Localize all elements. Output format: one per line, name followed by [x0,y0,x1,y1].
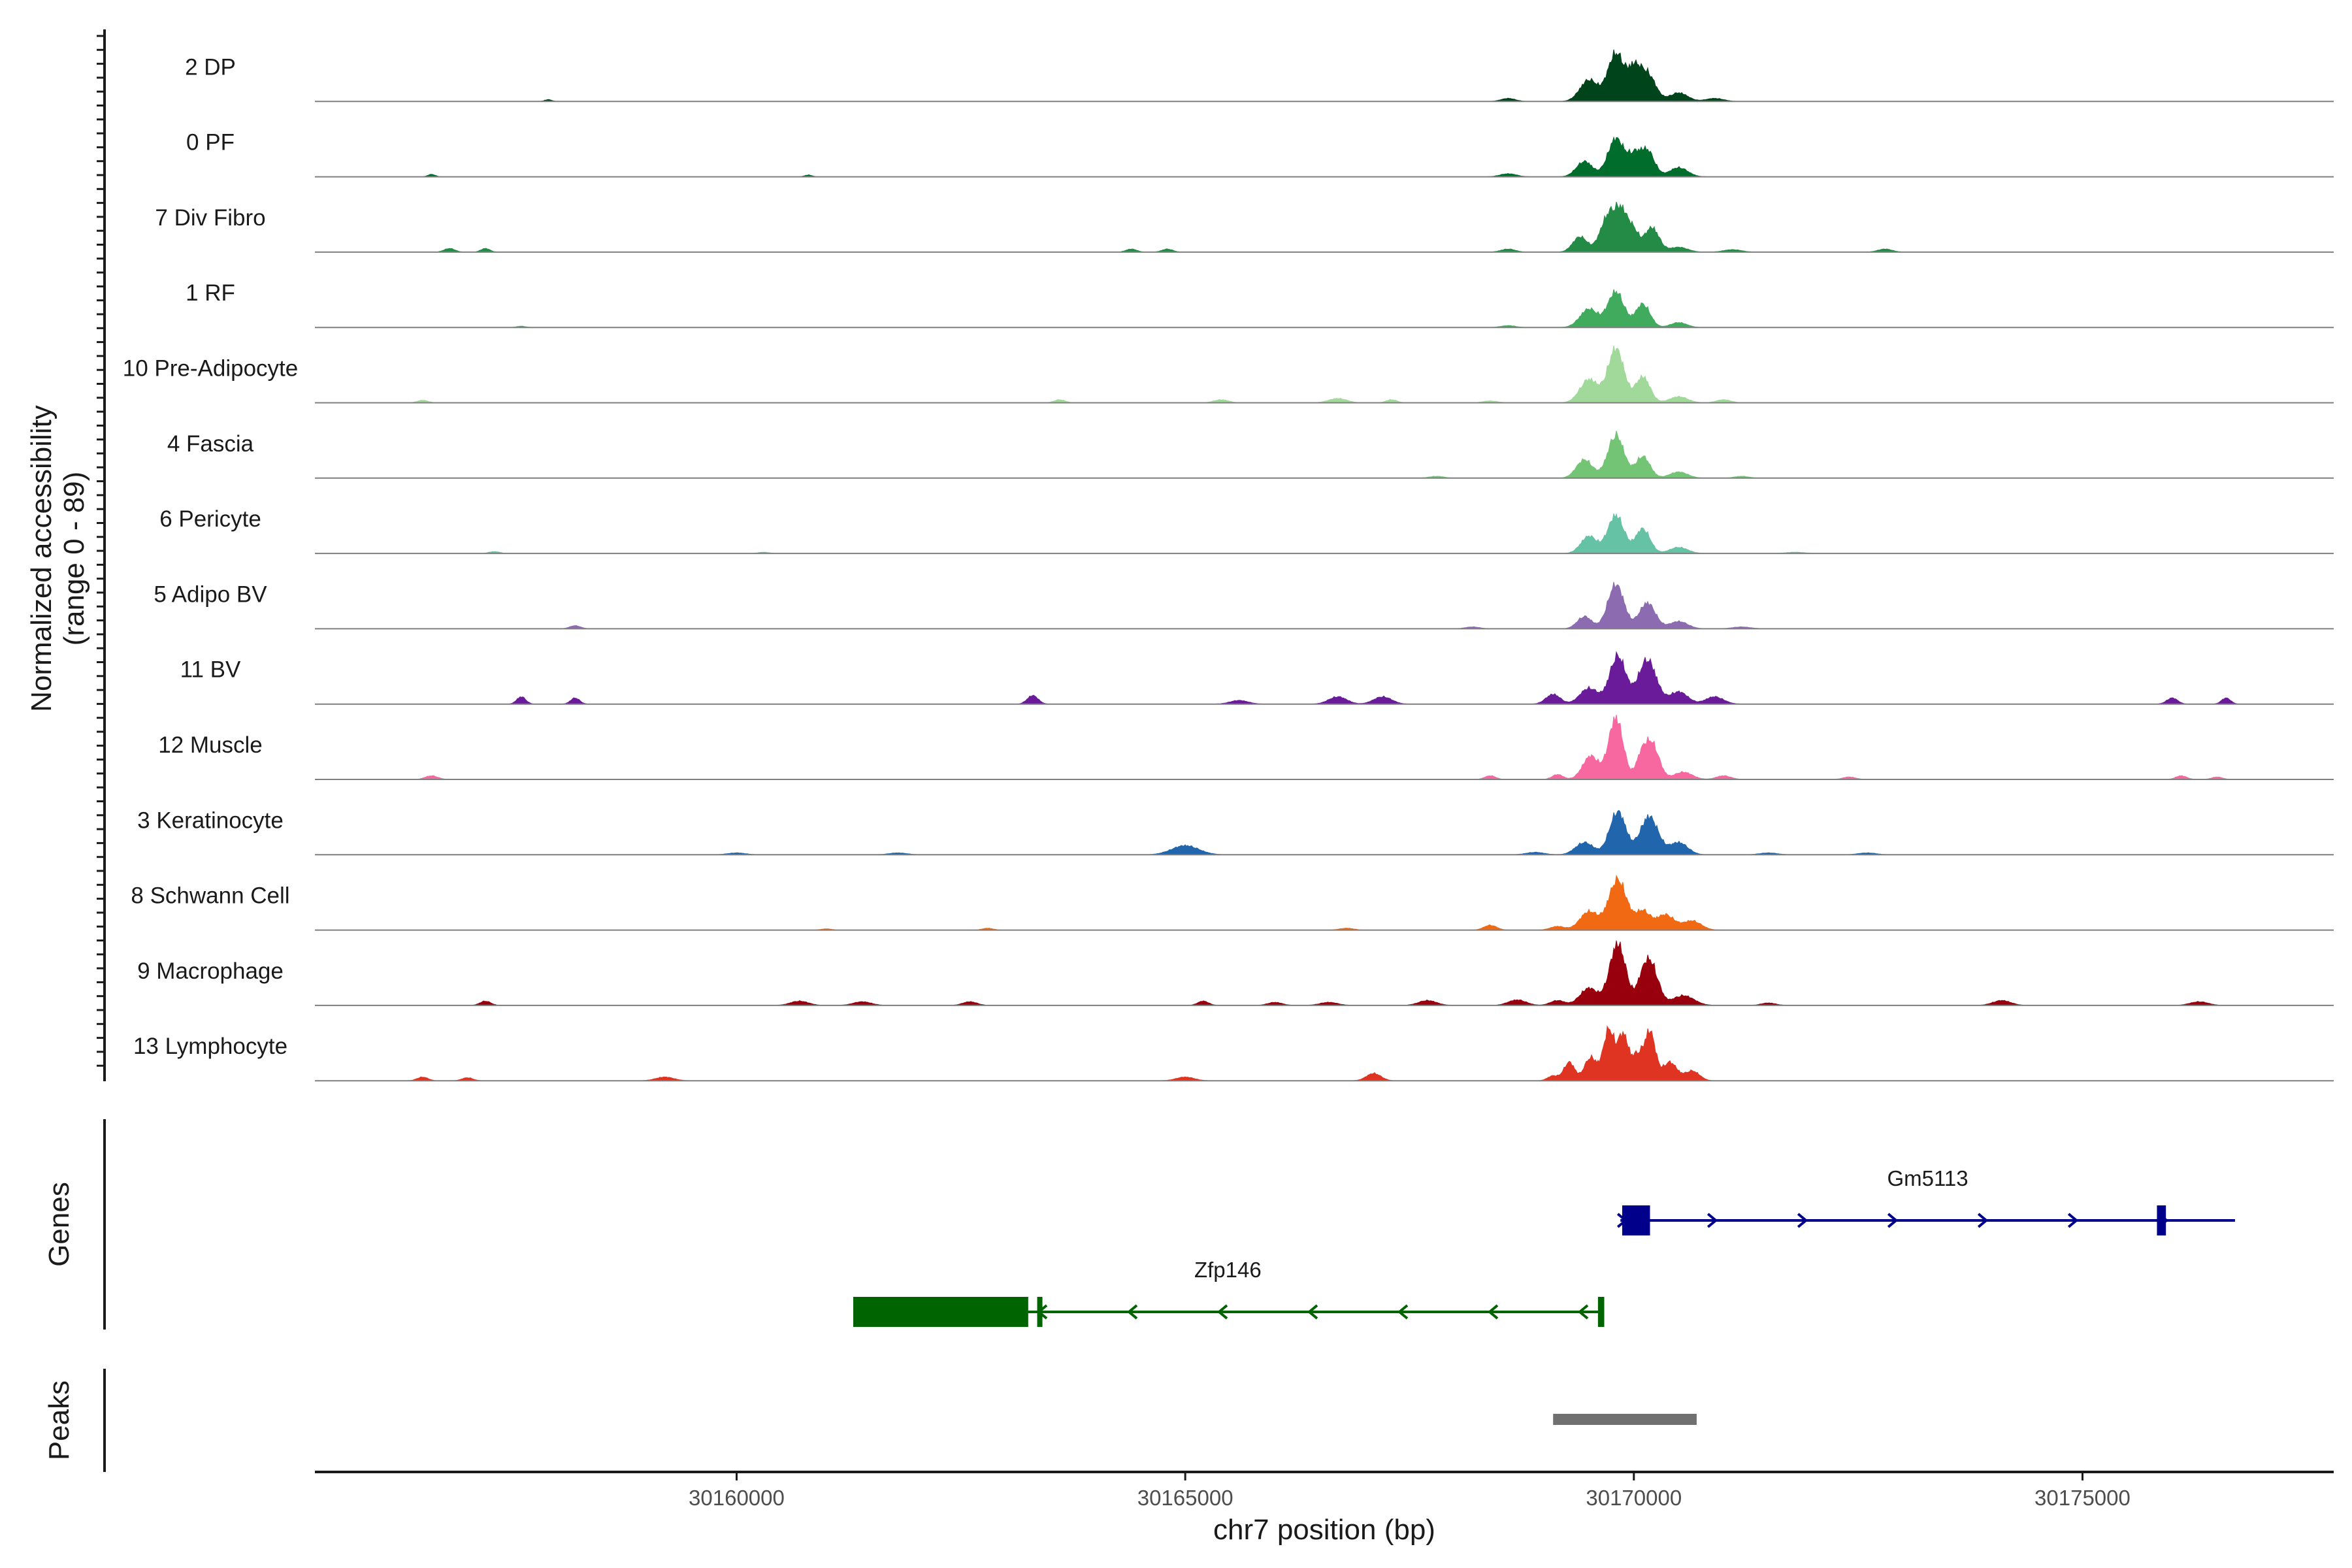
y-axis-title: Normalized accessibility [25,405,57,711]
track-label: 6 Pericyte [159,506,261,532]
track-label: 5 Adipo BV [154,581,267,607]
x-axis-ticks: 30160000 30165000 30170000 30175000 [689,1472,2131,1510]
track-label: 0 PF [186,130,235,155]
track-label: 11 BV [180,657,241,683]
gene-exon [853,1297,1028,1327]
track-label: 10 Pre-Adipocyte [123,356,298,382]
gene-exon [1037,1297,1043,1327]
track-label: 12 Muscle [158,732,263,758]
x-tick-label: 30165000 [1137,1486,1233,1510]
genes-panel-label: Genes [43,1182,75,1267]
track-label: 2 DP [185,54,236,80]
x-tick-label: 30160000 [689,1486,785,1510]
track-label: 7 Div Fibro [155,205,265,231]
x-tick-label: 30170000 [1586,1486,1682,1510]
track-13: 9 Macrophage [137,940,2334,1006]
strand-arrow [1307,1304,1318,1320]
gene-zfp146: Zfp146 [853,1258,1605,1327]
gene-gm5113: Gm5113 [1616,1166,2235,1235]
track-14: 13 Lymphocyte [133,1025,2334,1082]
strand-arrow [1126,1304,1138,1320]
track-9: 11 BV [180,651,2334,705]
peak-region [1553,1414,1697,1425]
track-4: 1 RF [186,280,2334,329]
strand-arrow [1217,1304,1228,1320]
gene-label: Zfp146 [1194,1258,1262,1282]
strand-arrow [1577,1304,1589,1320]
coverage-tracks: 2 DP 0 PF 7 Div Fibro 1 RF 10 Pre-Adipocyte 4… [123,49,2334,1082]
track-label: 3 Keratinocyte [137,808,284,833]
y-axis-ticks [97,35,105,1067]
peak-track [1553,1414,1697,1425]
track-label: 13 Lymphocyte [133,1034,287,1059]
track-8: 5 Adipo BV [154,581,2334,630]
track-6: 4 Fascia [167,431,2334,479]
track-12: 8 Schwann Cell [131,874,2334,931]
y-axis-title-range: (range 0 - 89) [58,472,90,646]
track-3: 7 Div Fibro [155,201,2334,253]
x-axis-title: chr7 position (bp) [1213,1514,1435,1546]
gene-exon [1622,1205,1650,1235]
peaks-panel-label: Peaks [43,1380,75,1460]
track-11: 3 Keratinocyte [137,808,2334,856]
strand-arrow [2067,1213,2079,1228]
track-10: 12 Muscle [158,715,2334,780]
track-1: 2 DP [185,49,2334,103]
track-5: 10 Pre-Adipocyte [123,345,2334,404]
strand-arrow [1977,1213,1989,1228]
x-tick-label: 30175000 [2034,1486,2131,1510]
strand-arrow [1397,1304,1409,1320]
gene-track: Gm5113 Zfp146 [853,1166,2235,1327]
track-label: 8 Schwann Cell [131,883,289,909]
track-7: 6 Pericyte [159,506,2334,555]
strand-arrow [1487,1304,1499,1320]
track-label: 1 RF [186,280,235,306]
gene-exon [2157,1205,2166,1235]
gene-label: Gm5113 [1887,1166,1968,1190]
gene-exon [1597,1297,1605,1327]
strand-arrow [1707,1213,1718,1228]
track-label: 4 Fascia [167,431,254,457]
strand-arrow [1797,1213,1808,1228]
track-label: 9 Macrophage [137,958,284,984]
strand-arrow [1887,1213,1899,1228]
track-2: 0 PF [186,130,2334,178]
